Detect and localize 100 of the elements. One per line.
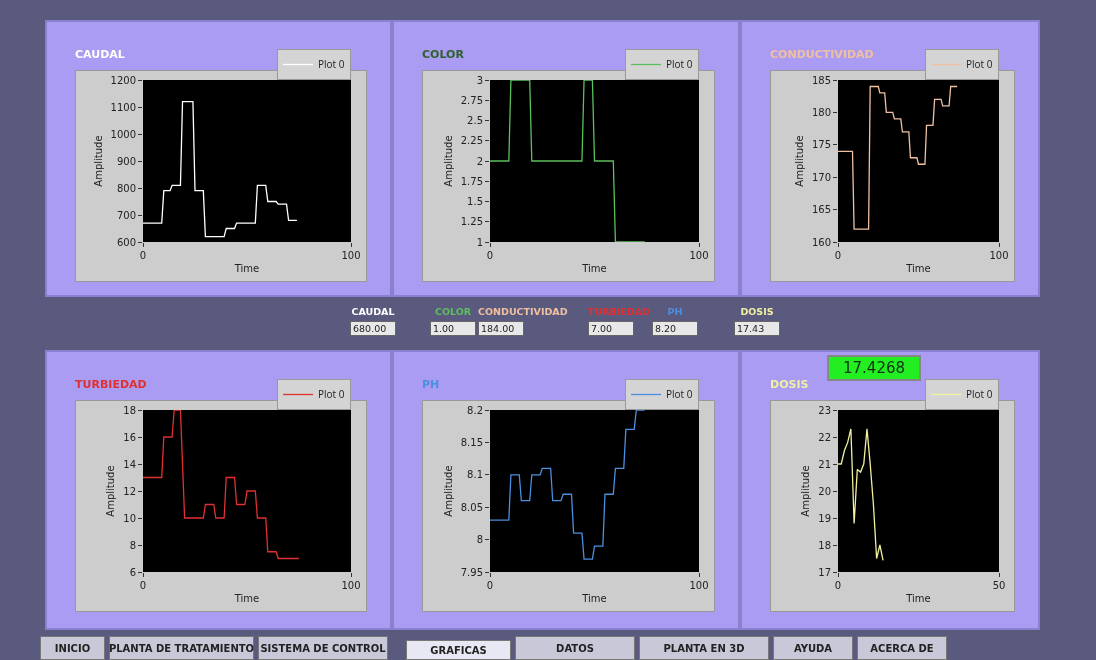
- chart-title: TURBIEDAD: [75, 377, 147, 391]
- text: 7.00: [588, 321, 634, 336]
- text: 680.00: [350, 321, 396, 336]
- text: DATOS: [515, 636, 635, 660]
- text: DOSIS: [739, 306, 775, 317]
- y-tick-label: 180: [811, 106, 831, 118]
- chart-title: DOSIS: [770, 377, 809, 391]
- y-tick-label: 21: [818, 458, 831, 470]
- text: CAUDAL: [350, 306, 396, 317]
- y-axis-title: Amplitude: [442, 135, 454, 187]
- text: PH: [666, 306, 684, 317]
- y-tick-label: 8.1: [467, 469, 483, 481]
- y-tick-label: 17: [818, 566, 831, 578]
- y-tick-label: 20: [818, 485, 831, 497]
- y-tick-label: 8.2: [467, 404, 483, 416]
- y-tick-label: 1.25: [460, 216, 483, 228]
- x-tick-label: 100: [689, 580, 709, 591]
- text: 17.4268: [827, 355, 921, 381]
- text: CONDUCTIVIDAD: [478, 306, 568, 317]
- y-tick-label: 800: [116, 182, 136, 194]
- x-tick-label: 100: [341, 250, 361, 261]
- line-series: [143, 410, 300, 560]
- line-series: [490, 410, 646, 560]
- y-tick-label: 14: [123, 458, 136, 470]
- text: TURBIEDAD: [588, 306, 650, 317]
- x-axis-title: Time: [905, 592, 931, 604]
- y-tick-label: 2.5: [467, 115, 483, 126]
- y-tick-label: 2.75: [460, 94, 483, 106]
- y-tick-label: 1000: [110, 128, 136, 140]
- y-tick-label: 10: [123, 512, 136, 524]
- y-tick-label: 175: [811, 139, 831, 151]
- y-tick-label: 8.15: [460, 436, 483, 448]
- y-tick-label: 160: [811, 236, 831, 248]
- text: PLANTA DE TRATAMIENTO: [108, 636, 255, 660]
- x-tick-label: 0: [834, 580, 842, 591]
- x-tick-label: 100: [689, 250, 709, 261]
- y-tick-label: 18: [123, 404, 136, 416]
- x-tick-label: 50: [992, 580, 1006, 591]
- y-tick-label: 18: [818, 539, 831, 551]
- x-tick-label: 0: [139, 580, 147, 591]
- y-tick-label: 170: [811, 171, 831, 183]
- legend-label: Plot 0: [666, 57, 693, 72]
- y-axis-title: Amplitude: [793, 135, 805, 187]
- chart-title: CONDUCTIVIDAD: [770, 47, 874, 61]
- y-tick-label: 700: [116, 209, 136, 221]
- y-tick-label: 600: [116, 236, 136, 248]
- legend-label: Plot 0: [318, 387, 345, 402]
- line-series: [143, 100, 298, 238]
- x-tick-label: 0: [486, 580, 494, 591]
- y-tick-label: 3: [476, 74, 483, 86]
- text: AYUDA: [773, 636, 853, 660]
- y-tick-label: 16: [123, 431, 136, 443]
- y-tick-label: 6: [129, 566, 136, 578]
- text: INICIO: [40, 636, 105, 660]
- line-series: [838, 428, 884, 562]
- y-tick-label: 1200: [110, 74, 136, 86]
- y-tick-label: 22: [818, 431, 831, 443]
- x-tick-label: 0: [486, 250, 494, 261]
- text: GRAFICAS: [406, 640, 511, 660]
- text: ACERCA DE: [857, 636, 947, 660]
- legend-label: Plot 0: [318, 57, 345, 72]
- y-tick-label: 1.5: [467, 196, 483, 207]
- y-tick-label: 12: [123, 485, 136, 497]
- line-series: [838, 85, 958, 230]
- x-axis-title: Time: [581, 592, 607, 604]
- chart-title: CAUDAL: [75, 47, 125, 61]
- y-axis-title: Amplitude: [105, 465, 117, 517]
- x-tick-label: 100: [341, 580, 361, 591]
- text: 184.00: [478, 321, 524, 336]
- y-tick-label: 165: [811, 204, 831, 216]
- legend-label: Plot 0: [966, 57, 993, 72]
- y-tick-label: 19: [818, 512, 831, 524]
- x-tick-label: 100: [989, 250, 1009, 261]
- x-axis-title: Time: [233, 592, 260, 604]
- text: SISTEMA DE CONTROL: [258, 636, 388, 660]
- y-axis-title: Amplitude: [800, 465, 812, 517]
- y-tick-label: 185: [811, 74, 831, 86]
- chart-title: PH: [422, 377, 440, 391]
- legend-label: Plot 0: [666, 387, 693, 402]
- y-tick-label: 2.25: [460, 135, 483, 147]
- chart-title: COLOR: [422, 47, 465, 61]
- text: PLANTA EN 3D: [639, 636, 769, 660]
- x-axis-title: Time: [581, 262, 607, 274]
- x-axis-title: Time: [233, 262, 260, 274]
- y-tick-label: 1.75: [460, 175, 483, 187]
- y-tick-label: 2: [476, 155, 483, 167]
- y-tick-label: 8: [476, 534, 483, 546]
- text: 17.43: [734, 321, 780, 336]
- legend-label: Plot 0: [966, 387, 993, 402]
- x-tick-label: 0: [834, 250, 842, 261]
- y-tick-label: 8.05: [460, 501, 483, 513]
- y-tick-label: 23: [818, 404, 831, 416]
- x-axis-title: Time: [905, 262, 931, 274]
- y-tick-label: 8: [129, 539, 136, 551]
- y-tick-label: 1: [476, 236, 483, 248]
- text: 8.20: [652, 321, 698, 336]
- y-axis-title: Amplitude: [442, 465, 454, 517]
- x-tick-label: 0: [139, 250, 147, 261]
- y-axis-title: Amplitude: [92, 135, 104, 187]
- y-tick-label: 900: [116, 155, 136, 167]
